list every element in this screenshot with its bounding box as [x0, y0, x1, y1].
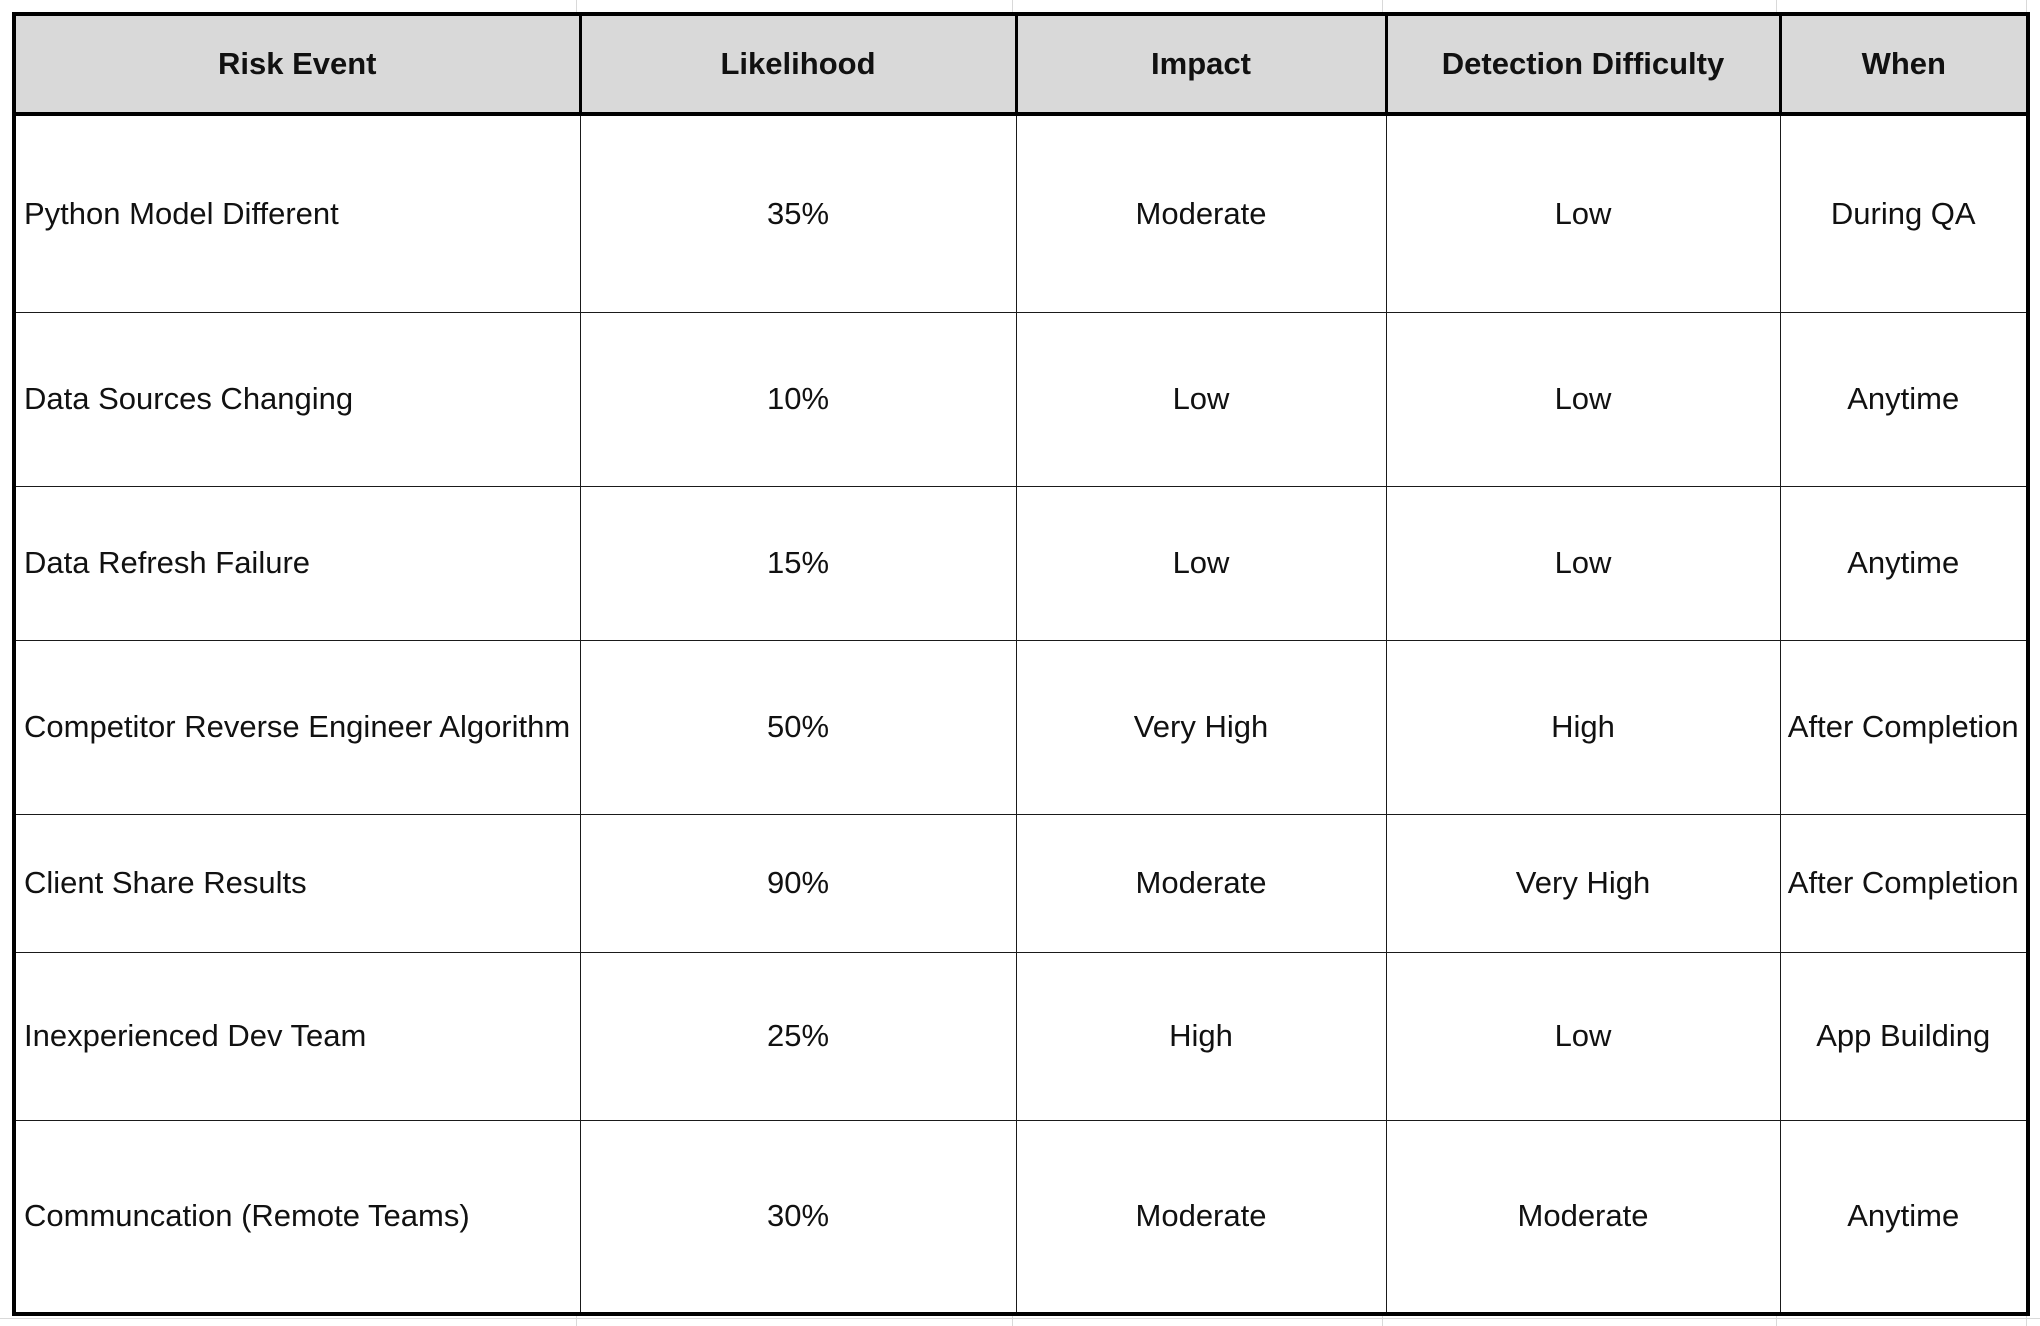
table-body: Python Model Different 35% Moderate Low …	[13, 113, 2029, 1315]
cell-impact[interactable]: Moderate	[1015, 113, 1387, 313]
risk-table: Risk Event Likelihood Impact Detection D…	[12, 12, 2030, 1316]
cell-when[interactable]: App Building	[1779, 951, 2029, 1121]
table-row: Communcation (Remote Teams) 30% Moderate…	[13, 1119, 2029, 1315]
cell-likelihood[interactable]: 10%	[579, 311, 1017, 487]
cell-impact[interactable]: Low	[1015, 311, 1387, 487]
table-row: Data Refresh Failure 15% Low Low Anytime	[13, 485, 2029, 641]
table-row: Client Share Results 90% Moderate Very H…	[13, 813, 2029, 953]
cell-when[interactable]: Anytime	[1779, 485, 2029, 641]
cell-likelihood[interactable]: 50%	[579, 639, 1017, 815]
cell-when[interactable]: After Completion	[1779, 813, 2029, 953]
table-row: Data Sources Changing 10% Low Low Anytim…	[13, 311, 2029, 487]
cell-likelihood[interactable]: 90%	[579, 813, 1017, 953]
cell-detection-difficulty[interactable]: Low	[1385, 485, 1781, 641]
cell-detection-difficulty[interactable]: Moderate	[1385, 1119, 1781, 1315]
cell-impact[interactable]: Very High	[1015, 639, 1387, 815]
table-row: Competitor Reverse Engineer Algorithm 50…	[13, 639, 2029, 815]
cell-when[interactable]: Anytime	[1779, 1119, 2029, 1315]
cell-risk-event[interactable]: Client Share Results	[13, 813, 581, 953]
cell-risk-event[interactable]: Python Model Different	[13, 113, 581, 313]
column-header-risk-event[interactable]: Risk Event	[13, 13, 582, 116]
cell-impact[interactable]: Low	[1015, 485, 1387, 641]
cell-risk-event[interactable]: Inexperienced Dev Team	[13, 951, 581, 1121]
table-row: Inexperienced Dev Team 25% High Low App …	[13, 951, 2029, 1121]
cell-detection-difficulty[interactable]: Low	[1385, 951, 1781, 1121]
column-header-when[interactable]: When	[1779, 13, 2029, 116]
cell-detection-difficulty[interactable]: Low	[1385, 311, 1781, 487]
cell-when[interactable]: After Completion	[1779, 639, 2029, 815]
cell-likelihood[interactable]: 35%	[579, 113, 1017, 313]
cell-when[interactable]: Anytime	[1779, 311, 2029, 487]
cell-detection-difficulty[interactable]: High	[1385, 639, 1781, 815]
table-header: Risk Event Likelihood Impact Detection D…	[13, 13, 2029, 116]
cell-when[interactable]: During QA	[1779, 113, 2029, 313]
cell-risk-event[interactable]: Communcation (Remote Teams)	[13, 1119, 581, 1315]
header-row: Risk Event Likelihood Impact Detection D…	[13, 13, 2029, 116]
cell-likelihood[interactable]: 25%	[579, 951, 1017, 1121]
cell-likelihood[interactable]: 15%	[579, 485, 1017, 641]
cell-likelihood[interactable]: 30%	[579, 1119, 1017, 1315]
table-row: Python Model Different 35% Moderate Low …	[13, 113, 2029, 313]
cell-detection-difficulty[interactable]: Very High	[1385, 813, 1781, 953]
cell-impact[interactable]: Moderate	[1015, 1119, 1387, 1315]
column-header-detection-difficulty[interactable]: Detection Difficulty	[1385, 13, 1782, 116]
cell-risk-event[interactable]: Data Sources Changing	[13, 311, 581, 487]
cell-risk-event[interactable]: Competitor Reverse Engineer Algorithm	[13, 639, 581, 815]
cell-impact[interactable]: High	[1015, 951, 1387, 1121]
cell-impact[interactable]: Moderate	[1015, 813, 1387, 953]
cell-detection-difficulty[interactable]: Low	[1385, 113, 1781, 313]
grid-line	[0, 1318, 2040, 1319]
column-header-likelihood[interactable]: Likelihood	[579, 13, 1018, 116]
cell-risk-event[interactable]: Data Refresh Failure	[13, 485, 581, 641]
column-header-impact[interactable]: Impact	[1015, 13, 1388, 116]
